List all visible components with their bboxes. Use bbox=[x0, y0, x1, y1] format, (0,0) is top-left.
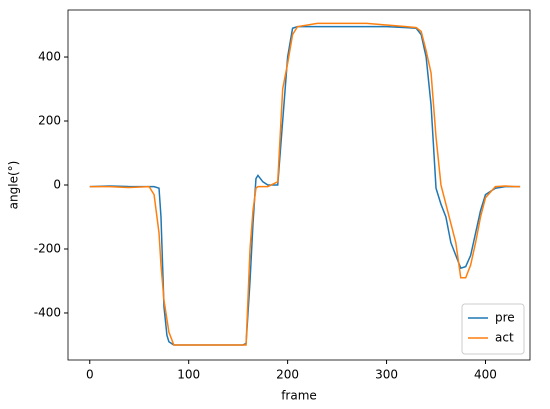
x-tick-label: 400 bbox=[474, 368, 497, 382]
legend-box bbox=[461, 303, 525, 355]
x-tick-label: 100 bbox=[177, 368, 200, 382]
x-tick-label: 300 bbox=[375, 368, 398, 382]
y-axis-label: angle(°) bbox=[7, 161, 21, 210]
y-tick-label: 0 bbox=[53, 178, 61, 192]
y-tick-label: 200 bbox=[38, 114, 61, 128]
legend-label: pre bbox=[495, 311, 515, 325]
y-tick-label: -200 bbox=[34, 241, 61, 255]
plot-frame bbox=[67, 9, 531, 361]
x-tick-label: 200 bbox=[276, 368, 299, 382]
x-tick-label: 0 bbox=[86, 368, 94, 382]
x-axis-label: frame bbox=[281, 389, 317, 403]
line-series bbox=[89, 22, 521, 346]
line-series bbox=[89, 25, 521, 346]
legend-label: act bbox=[495, 331, 514, 345]
y-tick-label: 400 bbox=[38, 50, 61, 64]
y-tick-label: -400 bbox=[34, 305, 61, 319]
